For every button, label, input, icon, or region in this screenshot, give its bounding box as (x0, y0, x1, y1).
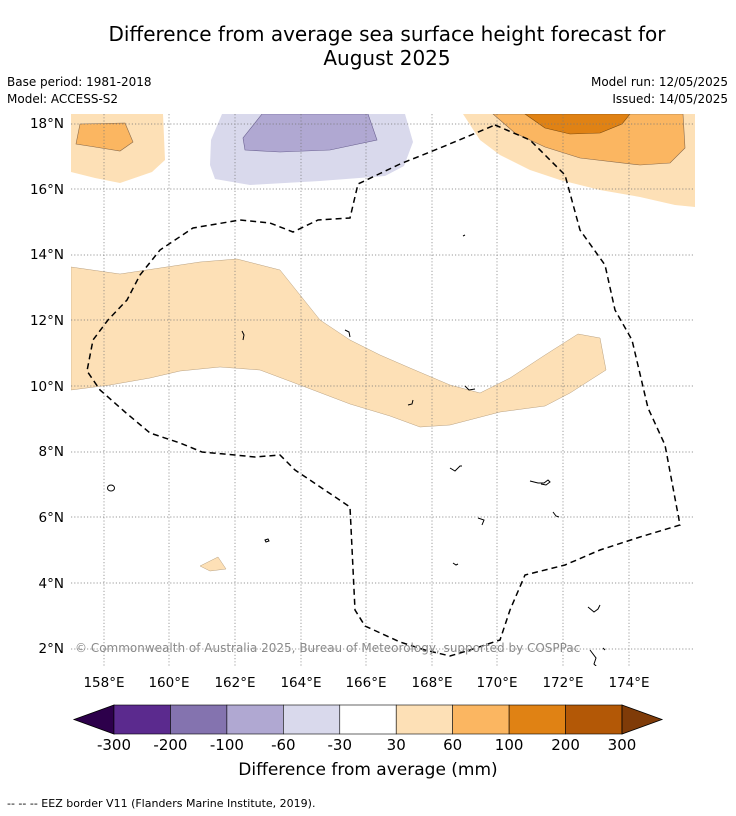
grid-lines (71, 114, 695, 666)
island (452, 562, 459, 566)
island (529, 479, 551, 486)
lat-label: 14°N (30, 247, 64, 263)
colorbar-segment (508, 704, 566, 735)
lat-label: 16°N (30, 182, 64, 198)
island (464, 385, 476, 391)
lat-label: 18°N (30, 116, 64, 132)
meta-left: Base period: 1981-2018 Model: ACCESS-S2 (7, 74, 152, 108)
colorbar-tick-label: 100 (495, 736, 524, 754)
colorbar-segment (113, 704, 171, 735)
colorbar-tick-label: -300 (97, 736, 131, 754)
base-period: Base period: 1981-2018 (7, 75, 152, 89)
eez-border (86, 124, 681, 657)
copyright-notice: © Commonwealth of Australia 2025, Bureau… (75, 641, 581, 655)
positive-anomaly-region (71, 258, 607, 428)
island (449, 465, 462, 472)
island (587, 604, 601, 613)
lon-label: 158°E (83, 675, 124, 691)
colorbar-segment (339, 704, 397, 735)
colorbar-segment (452, 704, 510, 735)
island (344, 329, 351, 338)
colorbar-tick-label: 300 (608, 736, 637, 754)
colorbar-arrow-high (621, 704, 664, 735)
island (462, 234, 466, 237)
title-line-1: Difference from average sea surface heig… (108, 22, 666, 46)
colorbar: -300 -200 -100 -60 -30 30 60 100 200 300 (72, 704, 664, 754)
lon-label: 164°E (280, 675, 321, 691)
lat-label: 2°N (39, 641, 64, 657)
model-run: Model run: 12/05/2025 (590, 75, 728, 89)
lon-label: 166°E (345, 675, 386, 691)
colorbar-segment (395, 704, 453, 735)
colorbar-tick-label: 200 (551, 736, 580, 754)
lon-label: 174°E (608, 675, 649, 691)
positive-anomaly-region (75, 122, 134, 152)
island (477, 517, 485, 526)
island (241, 330, 245, 341)
colorbar-arrow-low (72, 704, 115, 735)
lat-label: 4°N (39, 576, 64, 592)
colorbar-tick-label: 60 (443, 736, 462, 754)
lon-label: 170°E (476, 675, 517, 691)
colorbar-segment (283, 704, 341, 735)
lat-label: 6°N (39, 510, 64, 526)
lat-label: 8°N (39, 444, 64, 460)
contour-fills (71, 114, 695, 572)
colorbar-segment (565, 704, 623, 735)
positive-anomaly-region (199, 556, 227, 572)
colorbar-tick-label: -100 (210, 736, 244, 754)
island (407, 399, 414, 406)
island (602, 647, 606, 651)
issued-date: Issued: 14/05/2025 (612, 92, 728, 106)
lon-label: 160°E (148, 675, 189, 691)
colorbar-label: Difference from average (mm) (238, 760, 498, 780)
model-name: Model: ACCESS-S2 (7, 92, 119, 106)
lon-label: 168°E (411, 675, 452, 691)
map-title: Difference from average sea surface heig… (40, 22, 734, 70)
lat-label: 10°N (30, 379, 64, 395)
eez-footnote: -- -- -- EEZ border V11 (Flanders Marine… (7, 797, 316, 810)
lon-label: 162°E (214, 675, 255, 691)
colorbar-segment (226, 704, 284, 735)
lon-label: 172°E (542, 675, 583, 691)
colorbar-segment (170, 704, 228, 735)
islands (107, 234, 606, 666)
lat-label: 12°N (30, 313, 64, 329)
meta-right: Model run: 12/05/2025 Issued: 14/05/2025 (591, 74, 728, 108)
colorbar-tick-label: 30 (387, 736, 406, 754)
colorbar-tick-label: -30 (328, 736, 353, 754)
island (589, 649, 597, 666)
map-area (71, 114, 695, 666)
colorbar-tick-label: -60 (271, 736, 296, 754)
island (264, 538, 270, 543)
latitude-labels: 18°N 16°N 14°N 12°N 10°N 8°N 6°N 4°N 2°N (30, 116, 64, 657)
longitude-labels: 158°E 160°E 162°E 164°E 166°E 168°E 170°… (83, 675, 649, 691)
title-line-2: August 2025 (323, 46, 451, 70)
island (552, 511, 560, 518)
negative-anomaly-region (242, 114, 378, 153)
island (107, 484, 115, 492)
colorbar-tick-label: -200 (153, 736, 187, 754)
